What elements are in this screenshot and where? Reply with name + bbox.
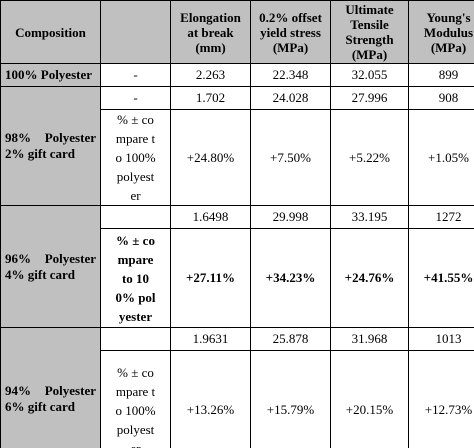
data-row: 94% Polyester 6% gift card 1.9631 25.878 31… — [0, 327, 474, 448]
row-label-cell: % ± compare to 100% polyester — [100, 228, 171, 328]
composition-cell: 94% Polyester 6% gift card — [0, 327, 101, 448]
value-cell: +41.55% — [408, 228, 474, 328]
row-label-cell — [100, 327, 171, 351]
value-cell: +24.80% — [170, 109, 251, 206]
value-cell: 24.028 — [250, 86, 331, 110]
data-row: 100% Polyester -2.263 22.348 32.055 899 — [0, 63, 474, 87]
data-row: % ± compare to 100% polyester +24.80% +7.5… — [1, 109, 474, 206]
value-cell: +13.26% — [170, 350, 251, 448]
value-cell: 29.998 — [250, 205, 331, 229]
value-cell: 908 — [408, 86, 474, 110]
value-cell: +12.73% — [408, 350, 474, 448]
value-cell: 899 — [408, 63, 474, 87]
header-cell: Elongation at break (mm) — [170, 0, 251, 64]
composition-cell: 100% Polyester — [0, 63, 101, 87]
value-cell: +34.23% — [250, 228, 331, 328]
value-cell: 31.968 — [330, 327, 409, 351]
value-cell: 27.996 — [330, 86, 409, 110]
value-cell: 1.702 — [170, 86, 251, 110]
value-cell: +27.11% — [170, 228, 251, 328]
value-cell: 1.6498 — [170, 205, 251, 229]
value-cell: 25.878 — [250, 327, 331, 351]
value-cell: 33.195 — [330, 205, 409, 229]
value-cell: +5.22% — [330, 109, 409, 206]
row-label-cell: % ± compare to 100% polyester — [100, 350, 171, 448]
value-cell: +24.76% — [330, 228, 409, 328]
composition-cell: 98% Polyester 2% gift card — [0, 86, 101, 206]
value-cell: 1.9631 — [170, 327, 251, 351]
data-row: 96% Polyester 4% gift card 1.6498 29.998 33… — [0, 205, 474, 328]
row-label-cell — [100, 205, 171, 229]
data-row: % ± compare to 100% polyester +27.11% +34.… — [1, 228, 474, 328]
value-cell: 32.055 — [330, 63, 409, 87]
value-cell: +15.79% — [250, 350, 331, 448]
data-row: 98% Polyester 2% gift card -1.702 24.028 27… — [0, 86, 474, 206]
header-cell — [100, 0, 171, 64]
value-cell: +1.05% — [408, 109, 474, 206]
data-row: % ± compare to 100% polyester +13.26% +15.… — [1, 350, 474, 448]
row-label-cell: - — [100, 63, 171, 87]
value-cell: 1013 — [408, 327, 474, 351]
value-cell: +7.50% — [250, 109, 331, 206]
value-cell: +20.15% — [330, 350, 409, 448]
composition-cell: 96% Polyester 4% gift card — [0, 205, 101, 328]
header-cell: Young's Modulus (MPa) — [408, 0, 474, 64]
row-label-cell: - — [100, 86, 171, 110]
row-label-cell: % ± compare to 100% polyester — [100, 109, 171, 206]
value-cell: 2.263 — [170, 63, 251, 87]
header-row: Composition Elongation at break (mm) 0.2% … — [0, 0, 474, 64]
header-cell: Composition — [0, 0, 101, 64]
value-cell: 1272 — [408, 205, 474, 229]
header-cell: Ultimate Tensile Strength (MPa) — [330, 0, 409, 64]
value-cell: 22.348 — [250, 63, 331, 87]
header-cell: 0.2% offset yield stress (MPa) — [250, 0, 331, 64]
